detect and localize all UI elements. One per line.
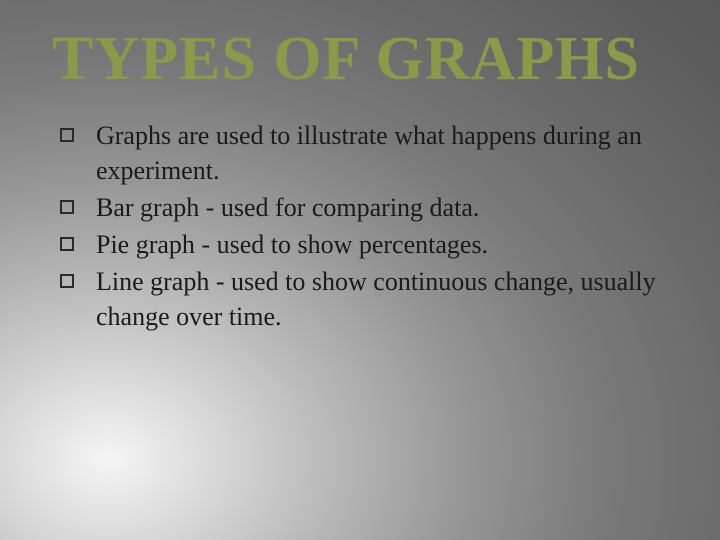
bullet-square-icon [60, 200, 74, 214]
list-item: Graphs are used to illustrate what happe… [60, 118, 668, 188]
bullet-square-icon [60, 274, 74, 288]
list-item: Line graph - used to show continuous cha… [60, 264, 668, 334]
bullet-text: Pie graph - used to show percentages. [96, 227, 488, 262]
bullet-text: Bar graph - used for comparing data. [96, 190, 479, 225]
bullet-list: Graphs are used to illustrate what happe… [52, 118, 668, 335]
list-item: Pie graph - used to show percentages. [60, 227, 668, 262]
slide: TYPES OF GRAPHS Graphs are used to illus… [0, 0, 720, 540]
bullet-text: Line graph - used to show continuous cha… [96, 264, 668, 334]
bullet-square-icon [60, 128, 74, 142]
bullet-square-icon [60, 237, 74, 251]
bullet-text: Graphs are used to illustrate what happe… [96, 118, 668, 188]
slide-title: TYPES OF GRAPHS [52, 28, 668, 90]
list-item: Bar graph - used for comparing data. [60, 190, 668, 225]
